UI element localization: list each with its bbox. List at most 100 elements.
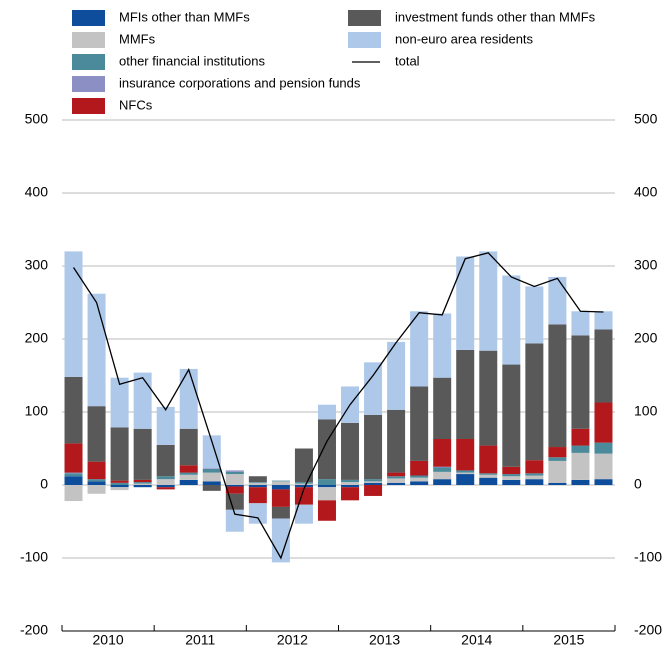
bar-segment	[271, 481, 290, 485]
bar-segment	[364, 485, 383, 496]
bar-segment	[364, 414, 383, 480]
y2-tick-label: -100	[634, 549, 662, 565]
bar-segment	[525, 475, 544, 480]
bar-segment	[364, 362, 383, 415]
y2-tick-label: 400	[634, 184, 658, 200]
bar-segment	[387, 409, 406, 473]
bar-segment	[110, 377, 129, 428]
bar-segment	[433, 313, 452, 378]
bar-segment	[202, 468, 221, 473]
bar-segment	[87, 461, 106, 480]
bar-segment	[548, 447, 567, 458]
bar-segment	[525, 479, 544, 485]
bar-segment	[387, 482, 406, 485]
y2-tick-label: 100	[634, 403, 658, 419]
bar-segment	[64, 443, 83, 473]
bar-segment	[341, 422, 360, 480]
bar-segment	[479, 445, 498, 474]
bar-segment	[571, 445, 590, 453]
bar-segment	[479, 350, 498, 446]
bar-segment	[87, 293, 106, 407]
bar-segment	[225, 471, 244, 475]
legend-swatch	[348, 32, 381, 48]
bar-segment	[456, 349, 475, 440]
bar-segment	[156, 476, 175, 480]
bar-segment	[387, 341, 406, 410]
bar-segment	[410, 477, 429, 482]
x-tick-label: 2014	[461, 632, 492, 648]
bar-segment	[225, 474, 244, 485]
bar-segment	[479, 473, 498, 475]
bar-segment	[571, 479, 590, 485]
bar-segment	[248, 487, 267, 504]
bar-segment	[410, 311, 429, 387]
bar-segment	[87, 406, 106, 462]
bar-segment	[248, 476, 267, 483]
y-tick-label: 500	[25, 111, 49, 127]
bar-segment	[571, 452, 590, 480]
bar-segment	[179, 465, 198, 473]
bar-segment	[548, 276, 567, 325]
bar-segment	[364, 482, 383, 485]
bar-segment	[225, 486, 244, 494]
bar-segment	[271, 480, 290, 482]
bar-segment	[294, 482, 313, 484]
bar-segment	[548, 324, 567, 448]
x-tick-label: 2012	[277, 632, 308, 648]
bar-segment	[110, 427, 129, 481]
bar-segment	[456, 470, 475, 473]
bar-segment	[456, 472, 475, 475]
y-tick-label: 0	[40, 476, 48, 492]
bar-segment	[594, 329, 613, 403]
bar-segment	[387, 472, 406, 477]
legend-swatch	[72, 54, 105, 70]
bar-segment	[525, 286, 544, 344]
bar-segment	[479, 251, 498, 351]
legend-swatch	[72, 76, 105, 92]
bar-segment	[133, 482, 152, 484]
bar-segment	[433, 479, 452, 485]
bar-segment	[317, 485, 336, 488]
bar-segment	[271, 506, 290, 519]
bar-segment	[110, 482, 129, 485]
y-tick-label: -100	[20, 549, 48, 565]
bar-segment	[341, 482, 360, 485]
bar-segment	[594, 442, 613, 454]
bar-segment	[225, 470, 244, 472]
bar-segment	[502, 476, 521, 480]
y2-tick-label: -200	[634, 622, 662, 638]
bar-segment	[179, 474, 198, 480]
bar-segment	[64, 473, 83, 477]
bar-segment	[456, 256, 475, 350]
legend-label: investment funds other than MMFs	[395, 9, 596, 24]
legend-swatch	[72, 98, 105, 114]
bar-segment	[387, 476, 406, 479]
bar-segment	[156, 444, 175, 477]
bar-segment	[571, 428, 590, 446]
bar-segment	[225, 485, 244, 487]
bar-segment	[571, 311, 590, 336]
bar-segment	[502, 364, 521, 467]
bar-segment	[64, 485, 83, 502]
bar-segment	[202, 435, 221, 469]
bar-segment	[156, 406, 175, 445]
bar-segment	[179, 428, 198, 466]
bar-segment	[294, 504, 313, 524]
legend-label: MFIs other than MMFs	[119, 9, 250, 24]
bar-segment	[456, 474, 475, 485]
bar-segment	[502, 474, 521, 477]
bar-segment	[433, 439, 452, 467]
bar-segment	[410, 386, 429, 461]
bar-segment	[271, 489, 290, 507]
bar-segment	[410, 475, 429, 478]
bar-segment	[548, 482, 567, 485]
bar-segment	[271, 485, 290, 490]
legend-swatch	[348, 10, 381, 26]
bar-segment	[525, 460, 544, 474]
bar-segment	[64, 251, 83, 377]
bar-segment	[548, 460, 567, 483]
bar-segment	[202, 481, 221, 485]
bar-segment	[341, 487, 360, 501]
bar-segment	[87, 485, 106, 494]
